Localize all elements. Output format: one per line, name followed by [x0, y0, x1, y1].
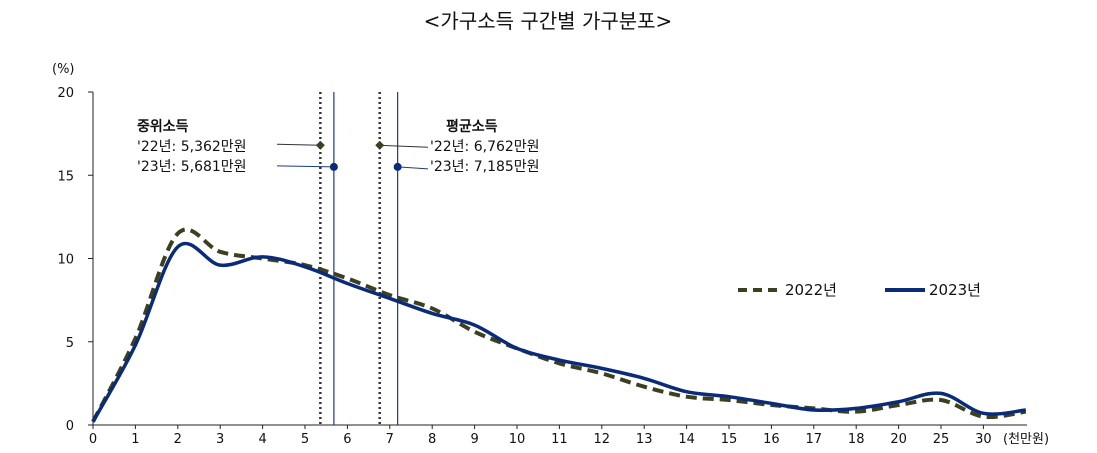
median-2022-marker [315, 140, 325, 150]
x-tick-label: 0 [89, 432, 97, 447]
mean-2022-label: '22년: 6,762만원 [430, 139, 540, 155]
mean-2023-connector [397, 166, 429, 170]
mean-2023-label: '23년: 7,185만원 [430, 159, 540, 175]
median-2023-marker [329, 162, 338, 171]
mean-2022-connector [379, 144, 429, 148]
x-tick-label: 5 [301, 432, 309, 447]
x-tick-label: 16 [763, 432, 780, 447]
x-tick-label: 18 [848, 432, 865, 447]
x-tick-label: 8 [428, 432, 436, 447]
y-tick-label: 20 [57, 86, 74, 101]
x-tick-label: 1 [131, 432, 139, 447]
x-tick-label: 10 [509, 432, 526, 447]
series-2022-line [91, 227, 1027, 423]
y-tick-label: 0 [66, 419, 74, 434]
median-heading: 중위소득 [137, 119, 189, 135]
mean-2022-marker [375, 140, 385, 150]
x-tick-label: 7 [386, 432, 394, 447]
x-tick-label: 12 [594, 432, 611, 447]
series-2023-line [91, 241, 1027, 423]
median-2022-label: '22년: 5,362만원 [137, 139, 247, 155]
legend: 2022년 2023년 [738, 281, 981, 299]
x-tick-label: 2 [174, 432, 182, 447]
legend-2022-label: 2022년 [785, 281, 837, 299]
y-tick-label: 5 [66, 336, 74, 351]
chart-title: <가구소득 구간별 가구분포> [424, 9, 673, 33]
x-tick-label: 6 [343, 432, 351, 447]
x-tick-label: 20 [890, 432, 907, 447]
median-2022-connector [276, 143, 321, 146]
mean-2023-marker [393, 162, 402, 171]
x-tick-label: 14 [678, 432, 695, 447]
x-tick-label: 4 [258, 432, 266, 447]
x-tick-label: 3 [216, 432, 224, 447]
x-tick-label: 11 [551, 432, 568, 447]
x-tick-label: 15 [721, 432, 738, 447]
x-tick-label: 9 [470, 432, 478, 447]
x-tick-label: 13 [636, 432, 653, 447]
legend-2023-label: 2023년 [929, 281, 981, 299]
median-2023-label: '23년: 5,681만원 [137, 159, 247, 175]
x-axis-unit: (천만원) [1003, 432, 1049, 447]
x-tick-label: 17 [806, 432, 823, 447]
median-2023-connector [276, 165, 334, 168]
y-tick-label: 15 [57, 169, 74, 184]
y-axis-unit: (%) [52, 62, 75, 77]
y-tick-label: 10 [57, 253, 74, 268]
x-tick-label: 30 [975, 432, 992, 447]
x-tick-label: 25 [933, 432, 950, 447]
mean-heading: 평균소득 [446, 118, 498, 135]
